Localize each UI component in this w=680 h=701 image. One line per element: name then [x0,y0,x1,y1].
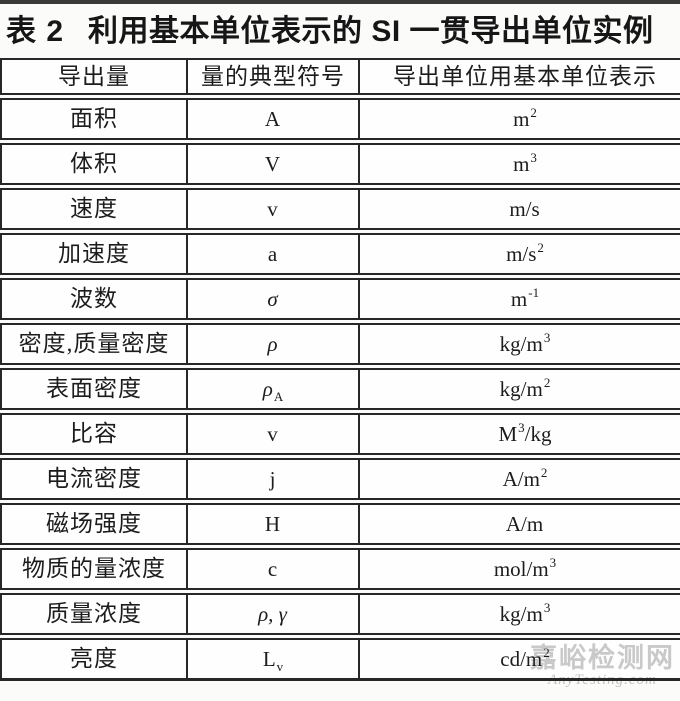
quantity-cell: 电流密度 [2,460,188,498]
si-derived-units-table: 导出量 量的典型符号 导出单位用基本单位表示 面积 A m2 体积 V m3 速… [0,58,680,681]
symbol-cell: ρ [188,325,360,363]
symbol-cell: c [188,550,360,588]
quantity-cell: 面积 [2,100,188,138]
unit-cell: m2 [513,105,537,131]
table-row-luminance: 亮度 Lv cd/m2 [0,638,680,681]
symbol-cell: j [188,460,360,498]
quantity-cell: 亮度 [2,640,188,678]
quantity-cell: 质量浓度 [2,595,188,633]
scan-artifact-top-edge [0,0,680,4]
quantity-cell: 波数 [2,280,188,318]
quantity-cell: 物质的量浓度 [2,550,188,588]
quantity-cell: 速度 [2,190,188,228]
table-row-acceleration: 加速度 a m/s2 [0,233,680,275]
symbol-cell: H [188,505,360,543]
table-header-row: 导出量 量的典型符号 导出单位用基本单位表示 [0,58,680,95]
symbol-cell: ρA [188,370,360,408]
unit-cell: M3/kg [498,420,552,446]
table-row-magnetic-field-strength: 磁场强度 H A/m [0,503,680,545]
table-row-wavenumber: 波数 σ m-1 [0,278,680,320]
column-header-typical-symbol: 量的典型符号 [188,60,360,93]
table-row-amount-concentration: 物质的量浓度 c mol/m3 [0,548,680,590]
symbol-cell: v [188,415,360,453]
unit-cell: kg/m3 [499,330,551,356]
table-number-label: 表 2 [6,15,65,48]
column-header-unit-in-base-units: 导出单位用基本单位表示 [393,64,657,89]
unit-cell: m/s [509,197,540,221]
table-row-area: 面积 A m2 [0,98,680,140]
symbol-cell: Lv [188,640,360,678]
quantity-cell: 比容 [2,415,188,453]
unit-cell: m3 [513,150,537,176]
unit-cell: A/m [505,512,544,536]
symbol-cell: σ [188,280,360,318]
unit-cell: kg/m2 [499,375,551,401]
unit-cell: m/s2 [506,240,544,266]
table-row-specific-volume: 比容 v M3/kg [0,413,680,455]
quantity-cell: 密度,质量密度 [2,325,188,363]
table-row-mass-concentration: 质量浓度 ρ, γ kg/m3 [0,593,680,635]
table-row-density: 密度,质量密度 ρ kg/m3 [0,323,680,365]
table-row-speed: 速度 v m/s [0,188,680,230]
table-row-surface-density: 表面密度 ρA kg/m2 [0,368,680,410]
unit-cell: m-1 [510,285,540,311]
column-header-derived-quantity: 导出量 [2,60,188,93]
table-row-volume: 体积 V m3 [0,143,680,185]
table-title-text: 利用基本单位表示的 SI 一贯导出单位实例 [88,15,654,48]
symbol-cell: ρ, γ [188,595,360,633]
quantity-cell: 体积 [2,145,188,183]
unit-cell: cd/m2 [500,645,550,671]
quantity-cell: 加速度 [2,235,188,273]
symbol-cell: A [188,100,360,138]
unit-cell: kg/m3 [499,600,551,626]
symbol-cell: a [188,235,360,273]
symbol-cell: V [188,145,360,183]
quantity-cell: 表面密度 [2,370,188,408]
symbol-cell: v [188,190,360,228]
quantity-cell: 磁场强度 [2,505,188,543]
page-title: 表 2 利用基本单位表示的 SI 一贯导出单位实例 [0,0,680,58]
table-row-current-density: 电流密度 j A/m2 [0,458,680,500]
unit-cell: mol/m3 [493,555,557,581]
unit-cell: A/m2 [502,465,548,491]
